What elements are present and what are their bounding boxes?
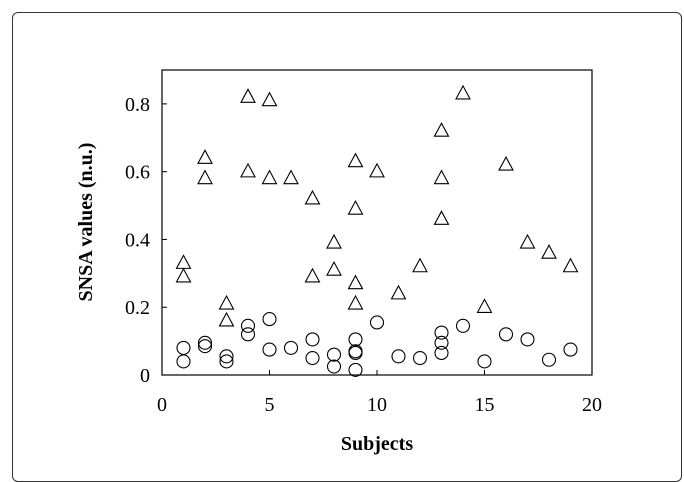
triangle-point bbox=[197, 169, 213, 185]
triangle-point bbox=[326, 233, 342, 249]
circle-point bbox=[348, 345, 363, 361]
y-tick-label: 0.6 bbox=[125, 162, 150, 184]
circle-point bbox=[176, 340, 191, 355]
triangle-point bbox=[304, 189, 321, 205]
circle-point bbox=[262, 342, 277, 357]
triangle-point bbox=[218, 311, 235, 327]
x-tick-label: 10 bbox=[367, 394, 387, 416]
y-tick-label: 0 bbox=[140, 365, 150, 387]
circle-point bbox=[240, 318, 256, 333]
triangle-point bbox=[283, 169, 299, 185]
triangle-point bbox=[347, 274, 364, 290]
circle-point bbox=[283, 340, 299, 355]
triangle-point bbox=[498, 155, 514, 171]
triangle-point bbox=[197, 149, 213, 164]
circle-point bbox=[434, 335, 449, 350]
triangle-point bbox=[412, 257, 428, 273]
triangle-point bbox=[519, 233, 536, 249]
y-tick-label: 0.4 bbox=[125, 229, 150, 251]
circle-point bbox=[434, 345, 449, 361]
circle-point bbox=[541, 352, 557, 367]
triangle-point bbox=[433, 210, 450, 225]
triangle-point bbox=[369, 162, 385, 178]
triangle-point bbox=[261, 169, 278, 185]
triangle-point bbox=[175, 254, 192, 269]
scatter-chart: 0 5 10 15 20 0 0.2 0.4 0.6 0.8 Subjects SNSA valu… bbox=[75, 69, 602, 455]
circle-point bbox=[563, 342, 578, 357]
circle-point bbox=[391, 349, 406, 364]
triangle-point bbox=[304, 267, 321, 283]
circle-point bbox=[219, 349, 234, 364]
triangle-point bbox=[541, 244, 557, 259]
triangle-point bbox=[433, 122, 450, 137]
y-tick-label: 0.2 bbox=[125, 297, 150, 319]
triangle-point bbox=[390, 284, 407, 300]
triangle-point bbox=[261, 91, 278, 107]
axis-ticks: 0 5 10 15 20 0 0.2 0.4 0.6 0.8 bbox=[125, 94, 602, 416]
circle-point bbox=[305, 351, 320, 366]
circle-point bbox=[348, 332, 363, 347]
triangle-point bbox=[455, 84, 471, 100]
triangle-point bbox=[562, 257, 579, 273]
triangle-point bbox=[326, 260, 342, 276]
triangle-point bbox=[347, 199, 364, 215]
circle-point bbox=[434, 325, 449, 340]
triangle-point bbox=[347, 152, 364, 168]
circle-point bbox=[520, 332, 535, 347]
circle-point bbox=[219, 354, 234, 369]
x-tick-label: 20 bbox=[582, 394, 602, 416]
circle-point bbox=[197, 335, 213, 350]
y-axis-title: SNSA values (n.u.) bbox=[75, 143, 97, 302]
triangle-point bbox=[433, 169, 450, 185]
circle-point bbox=[240, 327, 256, 342]
circle-point bbox=[326, 347, 342, 362]
circle-point bbox=[412, 351, 428, 366]
x-tick-label: 5 bbox=[265, 394, 275, 416]
x-tick-label: 0 bbox=[157, 394, 167, 416]
triangle-point bbox=[218, 294, 235, 310]
circle-point bbox=[262, 312, 277, 327]
x-tick-label: 15 bbox=[475, 394, 495, 416]
circle-point bbox=[369, 315, 385, 330]
circle-point bbox=[498, 327, 514, 342]
circle-point bbox=[477, 354, 492, 369]
circle-point bbox=[176, 354, 191, 369]
y-tick-label: 0.8 bbox=[125, 94, 150, 116]
circle-point bbox=[305, 332, 320, 347]
circle-point bbox=[326, 359, 342, 374]
triangle-point bbox=[240, 162, 256, 178]
x-axis-title: Subjects bbox=[341, 433, 413, 455]
triangle-point bbox=[347, 294, 364, 310]
data-marks bbox=[175, 84, 579, 377]
circle-point bbox=[197, 339, 213, 354]
triangle-point bbox=[240, 88, 256, 103]
circle-point bbox=[348, 362, 363, 377]
triangle-point bbox=[175, 267, 192, 283]
triangle-point bbox=[476, 298, 493, 313]
circle-point bbox=[455, 318, 471, 333]
